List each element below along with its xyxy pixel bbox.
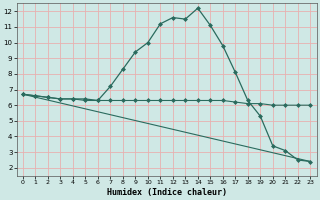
X-axis label: Humidex (Indice chaleur): Humidex (Indice chaleur)	[107, 188, 227, 197]
